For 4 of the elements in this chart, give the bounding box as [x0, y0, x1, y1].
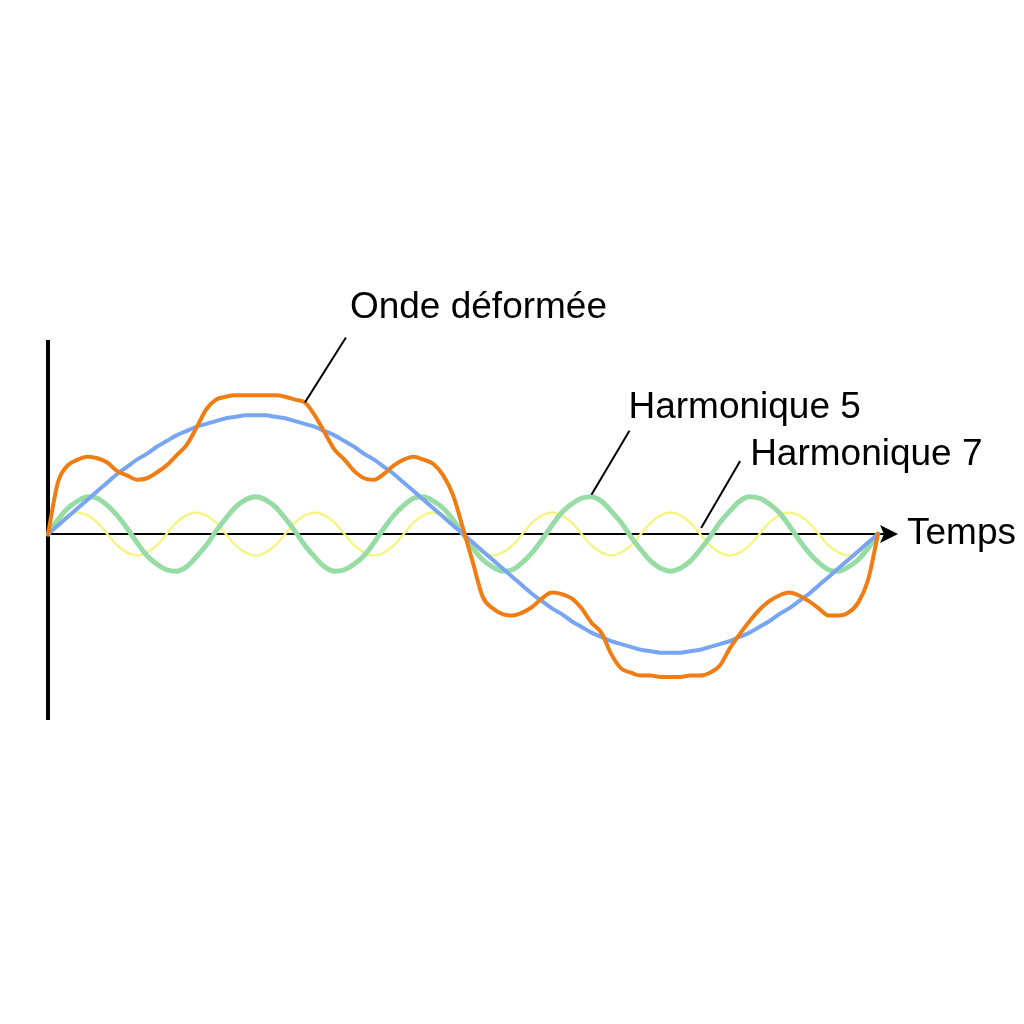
text: Harmonique 5 [628, 385, 861, 427]
series-label: Harmonique 7 [750, 432, 983, 474]
text: Onde déformée [349, 284, 608, 326]
x-axis-title: Temps [907, 511, 1016, 553]
